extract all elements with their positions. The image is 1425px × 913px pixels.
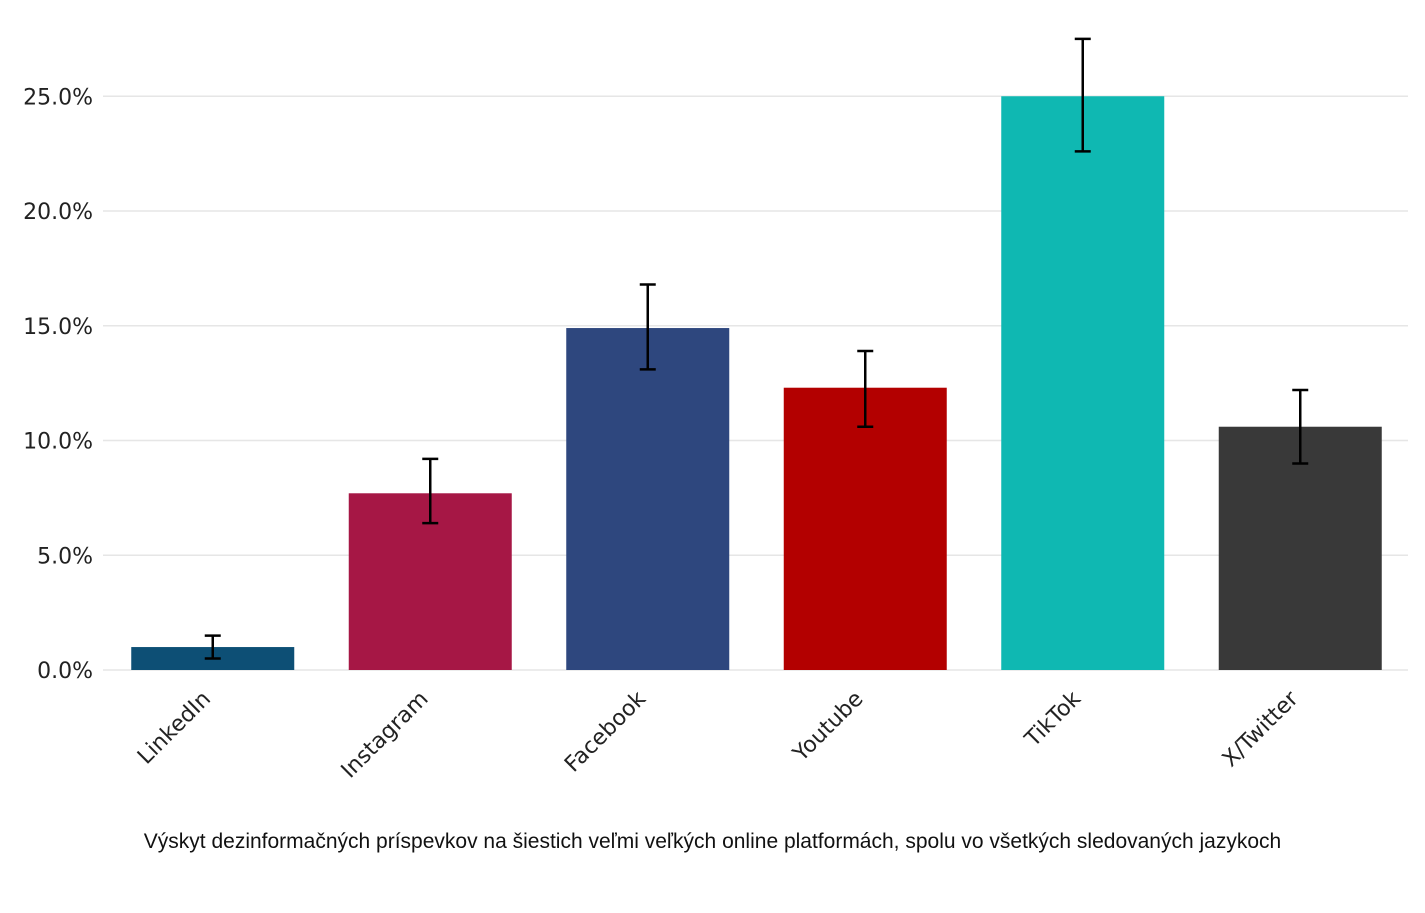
y-tick-label: 20.0% [23, 200, 93, 225]
y-tick-label: 10.0% [23, 430, 93, 455]
x-tick-label: Youtube [788, 687, 869, 768]
gridlines [103, 95, 1408, 671]
y-axis-ticks: 0.0% 5.0% 10.0% 15.0% 20.0% 25.0% [23, 85, 93, 684]
x-tick-label: Facebook [560, 686, 651, 777]
error-bar [422, 457, 439, 525]
error-bar [639, 283, 656, 371]
y-tick-label: 5.0% [37, 544, 93, 569]
bars [131, 96, 1382, 670]
x-tick-label: LinkedIn [133, 687, 216, 770]
bar-facebook [566, 328, 730, 670]
error-bar [1292, 388, 1309, 465]
error-bar [1074, 37, 1091, 153]
error-bars [204, 37, 1309, 660]
x-tick-label: X/Twitter [1218, 686, 1304, 772]
y-tick-label: 15.0% [23, 315, 93, 340]
x-tick-label: TikTok [1020, 686, 1086, 752]
x-axis-labels: LinkedIn Instagram Facebook Youtube TikTok X/… [133, 686, 1304, 784]
x-tick-label: Instagram [337, 687, 434, 784]
y-tick-label: 25.0% [23, 85, 93, 110]
bar-youtube [783, 387, 947, 670]
error-bar [857, 349, 874, 428]
error-bar [204, 634, 221, 660]
chart-caption: Výskyt dezinformačných príspevkov na šie… [143, 830, 1282, 853]
y-tick-label: 0.0% [37, 659, 93, 684]
bar-x-twitter [1218, 426, 1382, 670]
bar-tiktok [1001, 96, 1165, 670]
